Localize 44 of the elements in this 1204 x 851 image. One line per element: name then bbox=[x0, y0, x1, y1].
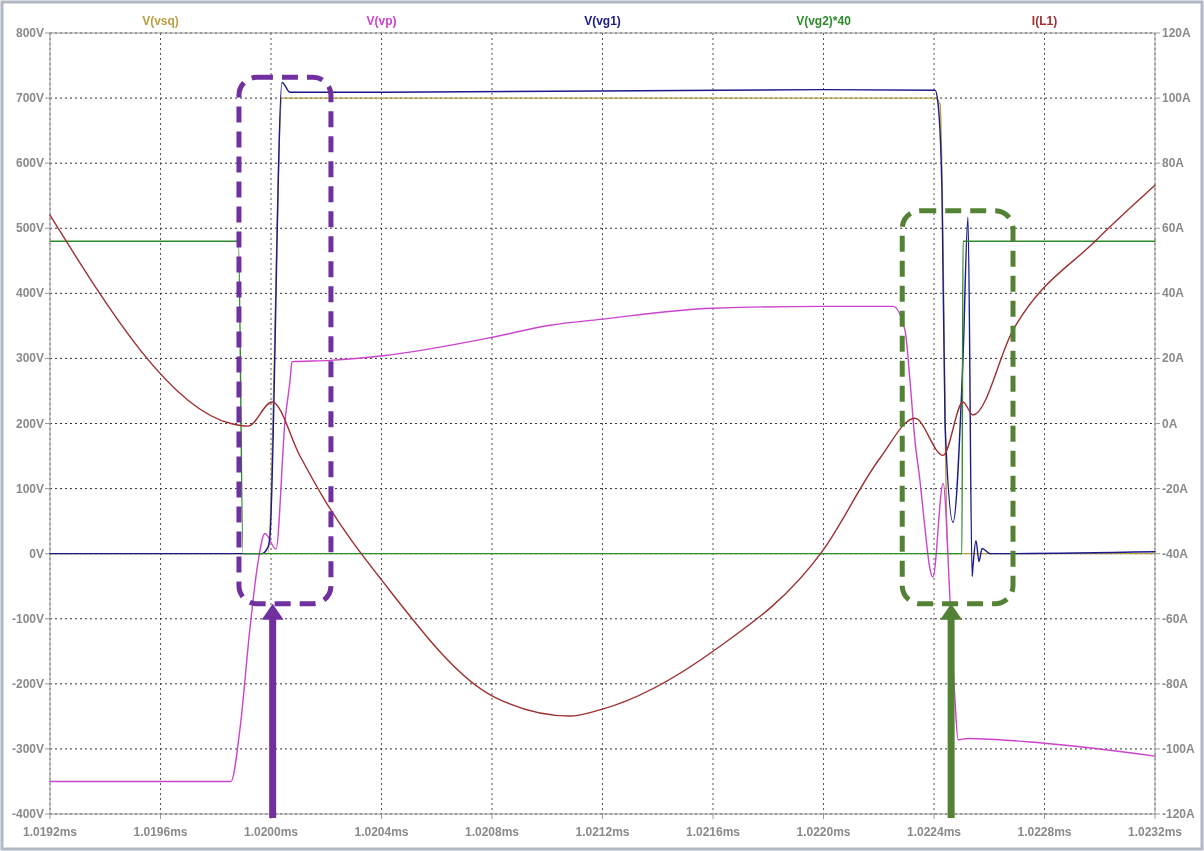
x-tick-label: 1.0228ms bbox=[1017, 825, 1072, 839]
y2-tick-label: 80A bbox=[1162, 156, 1185, 171]
y-tick-label: 600V bbox=[15, 156, 44, 171]
text: I(L1) bbox=[1031, 14, 1058, 28]
y-tick-label: 0V bbox=[29, 546, 44, 561]
y-tick-label: 500V bbox=[15, 221, 44, 236]
x-tick-label: 1.0204ms bbox=[354, 825, 409, 839]
text: V(vsq) bbox=[142, 14, 179, 28]
line-series bbox=[49, 184, 1156, 717]
text: V(vg1) bbox=[584, 14, 621, 28]
y-tick-label: -400V bbox=[11, 807, 44, 821]
y-tick-label: 100V bbox=[15, 481, 44, 496]
y2-tick-label: 100A bbox=[1162, 91, 1192, 106]
x-tick-label: 1.0216ms bbox=[685, 825, 741, 839]
y-tick-label: 400V bbox=[15, 286, 44, 301]
x-tick-label: 1.0220ms bbox=[796, 825, 851, 839]
y-tick-label: 200V bbox=[15, 416, 44, 431]
y2-tick-label: 60A bbox=[1162, 221, 1185, 236]
x-tick-label: 1.0224ms bbox=[906, 825, 962, 839]
text: V(vg2)*40 bbox=[796, 14, 852, 28]
x-tick-label: 1.0200ms bbox=[243, 825, 299, 839]
y2-tick-label: 120A bbox=[1162, 26, 1192, 40]
y2-tick-label: 0A bbox=[1162, 416, 1178, 431]
line-series bbox=[49, 305, 1156, 783]
y-tick-label: 300V bbox=[15, 351, 44, 366]
y2-tick-label: -120A bbox=[1162, 807, 1196, 821]
y2-tick-label: -80A bbox=[1162, 676, 1189, 691]
y-tick-label: 700V bbox=[15, 91, 44, 106]
y2-tick-label: -100A bbox=[1162, 741, 1196, 756]
x-tick-label: 1.0208ms bbox=[464, 825, 520, 839]
x-tick-label: 1.0192ms bbox=[22, 825, 78, 839]
text: V(vp) bbox=[366, 14, 397, 28]
x-tick-label: 1.0196ms bbox=[133, 825, 188, 839]
y-tick-label: -100V bbox=[11, 611, 44, 626]
x-tick-label: 1.0212ms bbox=[575, 825, 630, 839]
y2-tick-label: -40A bbox=[1162, 546, 1189, 561]
y2-tick-label: 40A bbox=[1162, 286, 1185, 301]
y2-tick-label: -60A bbox=[1162, 611, 1189, 626]
y2-tick-label: 20A bbox=[1162, 351, 1185, 366]
y-tick-label: -200V bbox=[11, 676, 44, 691]
x-tick-label: 1.0232ms bbox=[1127, 825, 1183, 839]
y-tick-label: 800V bbox=[15, 26, 44, 40]
y-tick-label: -300V bbox=[11, 741, 44, 756]
y2-tick-label: -20A bbox=[1162, 481, 1189, 496]
